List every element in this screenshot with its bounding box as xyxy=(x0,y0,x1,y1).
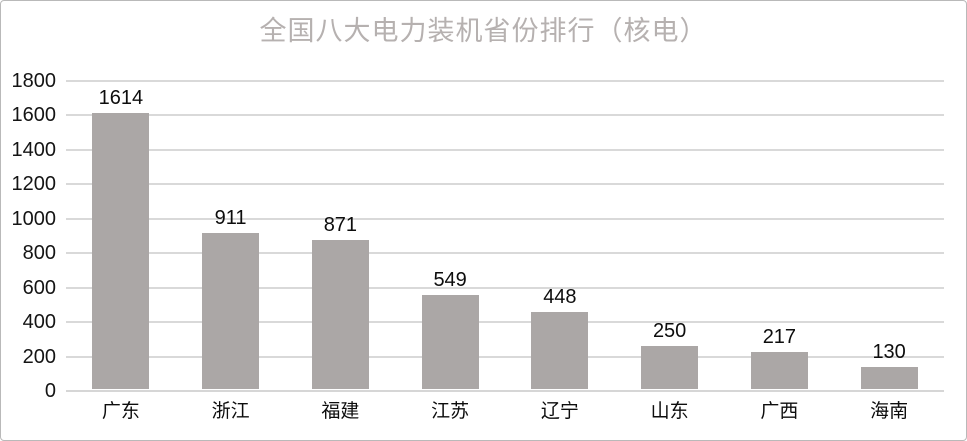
gridline xyxy=(66,321,944,324)
y-tick-label: 1200 xyxy=(11,173,57,196)
bar xyxy=(860,366,918,389)
bar-value-label: 217 xyxy=(762,325,797,348)
bar xyxy=(311,239,369,389)
y-tick-label: 0 xyxy=(44,380,56,402)
y-axis: 0 200 400 600 800 1000 1200 1400 1600 1800 xyxy=(1,71,57,401)
bar-slot: 217 xyxy=(725,81,835,389)
y-tick-label: 1600 xyxy=(11,104,57,127)
x-category-label: 江苏 xyxy=(431,401,470,422)
gridline xyxy=(66,217,944,220)
gridline xyxy=(66,114,944,117)
y-tick-label: 800 xyxy=(22,242,56,265)
bar-slot: 911 xyxy=(176,81,286,389)
bar-value-label: 549 xyxy=(433,269,467,292)
bar xyxy=(641,346,699,389)
y-tick-label: 1400 xyxy=(11,138,57,161)
y-tick-label: 1800 xyxy=(11,70,57,92)
x-category-label: 海南 xyxy=(870,401,909,422)
bar xyxy=(92,112,150,389)
bar-slot: 448 xyxy=(505,81,615,389)
bar-value-label: 1614 xyxy=(98,86,144,109)
gridline xyxy=(66,252,944,255)
y-tick-label: 600 xyxy=(22,276,56,299)
x-axis-line xyxy=(66,390,944,392)
x-category-label: 广西 xyxy=(760,401,799,422)
bar-value-label: 911 xyxy=(214,207,247,230)
y-tick-label: 1000 xyxy=(11,207,57,230)
bar-value-label: 250 xyxy=(652,320,687,343)
gridline xyxy=(66,286,944,289)
x-category-label: 山东 xyxy=(650,401,689,422)
bar-slot: 250 xyxy=(615,81,725,389)
bar-slot: 871 xyxy=(286,81,396,389)
bar-slot: 1614 xyxy=(66,81,176,389)
bar-value-label: 871 xyxy=(323,213,358,236)
x-category-label: 辽宁 xyxy=(540,401,579,422)
bar xyxy=(531,312,589,389)
bar-value-label: 130 xyxy=(872,340,906,363)
bar-series: 1614 911 871 549 448 250 217 130 xyxy=(66,81,944,389)
gridline xyxy=(66,355,944,358)
y-tick-label: 400 xyxy=(22,311,56,334)
bar-slot: 130 xyxy=(834,81,944,389)
bar-slot: 549 xyxy=(395,81,505,389)
gridline xyxy=(66,148,944,151)
x-axis: 广东 浙江 福建 江苏 辽宁 山东 广西 海南 xyxy=(66,401,944,424)
chart-title: 全国八大电力装机省份排行（核电） xyxy=(259,16,708,46)
x-category-label: 浙江 xyxy=(211,401,250,422)
y-tick-label: 200 xyxy=(22,345,56,368)
gridline xyxy=(66,80,944,82)
x-category-label: 广东 xyxy=(101,401,140,422)
x-category-label: 福建 xyxy=(321,401,360,422)
bar xyxy=(421,295,479,389)
bar xyxy=(750,351,808,389)
gridline xyxy=(66,183,944,186)
plot-area: 1614 911 871 549 448 250 217 130 xyxy=(66,80,944,392)
bar-value-label: 448 xyxy=(543,286,577,309)
bar xyxy=(202,233,260,389)
